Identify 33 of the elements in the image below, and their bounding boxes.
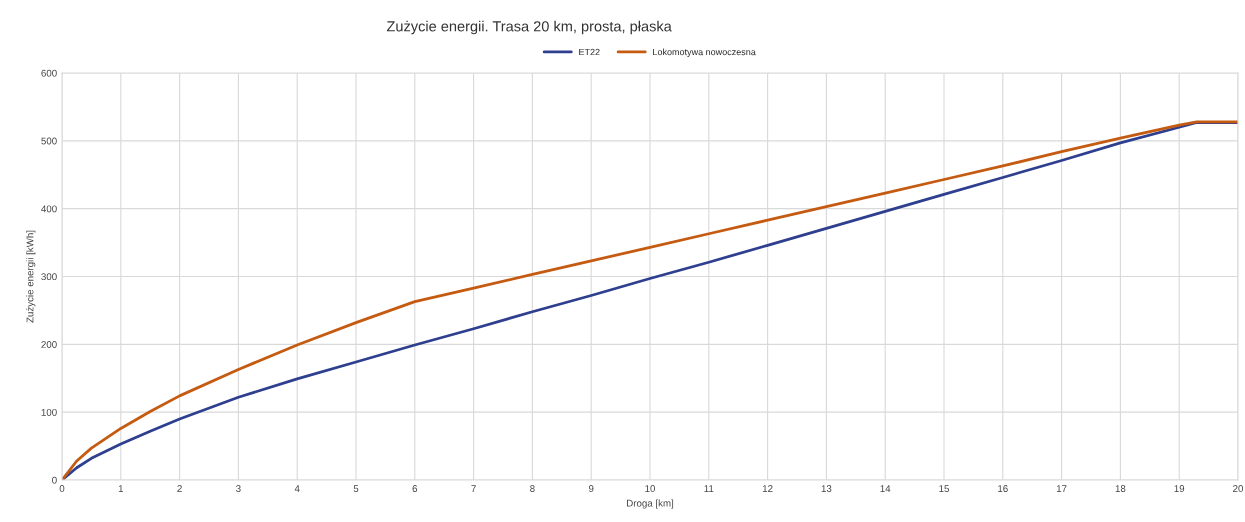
- x-tick-label: 20: [1233, 485, 1244, 492]
- x-tick-label: 5: [353, 485, 359, 492]
- x-axis-title: Droga [km]: [627, 499, 674, 509]
- legend-label: ET22: [579, 48, 600, 56]
- x-tick-label: 10: [645, 485, 656, 492]
- x-tick-label: 19: [1174, 485, 1185, 492]
- x-tick-label: 1: [118, 485, 124, 492]
- x-tick-label: 6: [412, 485, 418, 492]
- x-tick-label: 8: [530, 485, 535, 492]
- x-tick-label: 7: [471, 485, 476, 492]
- x-tick-label: 4: [294, 485, 300, 492]
- y-tick-label: 0: [52, 476, 57, 484]
- x-tick-label: 11: [704, 485, 714, 492]
- x-tick-label: 3: [236, 485, 241, 492]
- y-tick-label: 400: [41, 205, 57, 213]
- y-tick-label: 200: [41, 341, 57, 348]
- y-axis-title: Zużycie energii [kWh]: [26, 230, 36, 323]
- y-tick-label: 500: [41, 137, 57, 145]
- chart-title: Zużycie energii. Trasa 20 km, prosta, płaska: [386, 20, 672, 35]
- x-tick-label: 2: [177, 485, 182, 492]
- x-tick-label: 14: [880, 485, 891, 492]
- y-tick-label: 100: [41, 408, 57, 416]
- x-tick-label: 0: [59, 485, 65, 492]
- x-tick-label: 18: [1115, 485, 1126, 492]
- x-tick-label: 15: [939, 485, 949, 492]
- x-tick-label: 17: [1056, 485, 1067, 492]
- y-tick-label: 300: [41, 273, 57, 281]
- x-tick-label: 9: [588, 485, 594, 492]
- x-tick-label: 13: [821, 485, 832, 492]
- x-tick-label: 16: [998, 485, 1008, 492]
- legend-label: Lokomotywa nowoczesna: [653, 48, 756, 57]
- x-tick-label: 12: [762, 485, 773, 492]
- y-tick-label: 600: [41, 69, 57, 77]
